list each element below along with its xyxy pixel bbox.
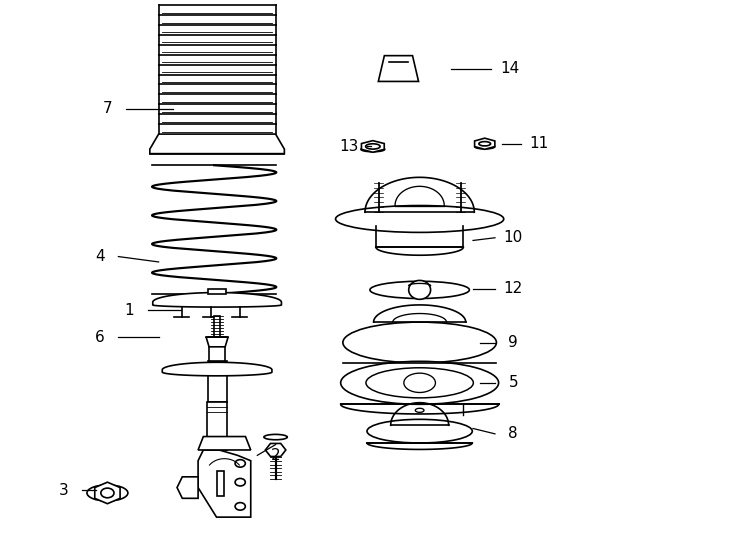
Ellipse shape: [343, 322, 496, 363]
Text: 7: 7: [103, 102, 112, 116]
Circle shape: [235, 478, 245, 486]
Text: 9: 9: [509, 335, 518, 350]
Bar: [209, 337, 225, 361]
Polygon shape: [475, 138, 495, 150]
Ellipse shape: [335, 206, 504, 232]
Text: 8: 8: [509, 427, 518, 441]
Polygon shape: [208, 289, 226, 294]
Bar: [217, 471, 225, 496]
Ellipse shape: [409, 280, 431, 299]
Polygon shape: [150, 134, 284, 154]
Text: 6: 6: [95, 329, 105, 345]
Text: 11: 11: [529, 136, 548, 151]
Text: 10: 10: [504, 230, 523, 245]
Polygon shape: [378, 56, 418, 82]
Ellipse shape: [361, 147, 385, 152]
Polygon shape: [198, 450, 251, 517]
Polygon shape: [361, 140, 384, 152]
Polygon shape: [198, 436, 251, 450]
Bar: [208, 361, 227, 402]
Text: 5: 5: [509, 375, 518, 390]
Text: 13: 13: [339, 139, 358, 154]
Ellipse shape: [370, 281, 469, 299]
Ellipse shape: [264, 434, 287, 440]
Ellipse shape: [404, 373, 435, 393]
Polygon shape: [162, 362, 272, 376]
Ellipse shape: [341, 361, 498, 404]
Bar: [214, 316, 220, 337]
Text: 2: 2: [271, 448, 280, 463]
Ellipse shape: [366, 368, 473, 398]
Text: 4: 4: [95, 249, 105, 264]
Ellipse shape: [415, 408, 424, 413]
Ellipse shape: [479, 141, 490, 146]
Text: 12: 12: [504, 281, 523, 296]
Circle shape: [101, 488, 114, 498]
Polygon shape: [266, 443, 286, 456]
Text: 1: 1: [125, 303, 134, 318]
Polygon shape: [206, 337, 228, 347]
Text: 3: 3: [59, 483, 68, 498]
Text: 14: 14: [500, 61, 519, 76]
Polygon shape: [95, 482, 120, 504]
Circle shape: [235, 460, 245, 467]
Ellipse shape: [367, 420, 472, 443]
Circle shape: [235, 503, 245, 510]
Polygon shape: [153, 293, 281, 307]
Ellipse shape: [366, 144, 380, 149]
Polygon shape: [177, 477, 198, 498]
Bar: [207, 402, 228, 450]
